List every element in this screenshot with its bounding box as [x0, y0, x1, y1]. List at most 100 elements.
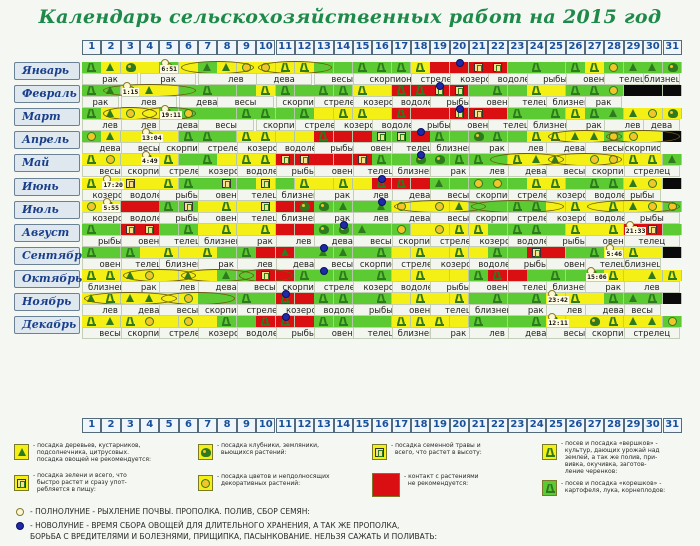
- legend-seed-text: - посадка семенной травы и всего, что ра…: [391, 442, 482, 456]
- day-header-cell: [352, 40, 373, 55]
- day-header-cell: [469, 40, 489, 55]
- day-cell: [469, 293, 489, 304]
- grass-icon: [551, 271, 561, 280]
- day-cell: [352, 316, 373, 328]
- day-number: 1: [88, 419, 96, 430]
- grass-icon: [377, 155, 387, 165]
- day-header-cell: [82, 418, 102, 433]
- day-number: 10: [258, 419, 273, 430]
- grass-icon: [87, 179, 96, 188]
- new-moon-icon: [455, 105, 464, 114]
- grass-icon: [474, 271, 483, 280]
- tree-icon: [628, 317, 638, 327]
- legend-new-moon-text-2: БОРЬБА С ВРЕДИТЕЛЯМИ И БОЛЕЗНЯМИ, ПРИЩИП…: [30, 532, 437, 541]
- day-cell: [623, 269, 644, 281]
- day-number: 13: [316, 41, 331, 52]
- grass-icon: [493, 271, 503, 280]
- day-number: 13: [316, 419, 331, 430]
- zodiac-label: дева: [256, 73, 313, 85]
- day-cell: [159, 131, 180, 143]
- day-cell: [430, 62, 451, 73]
- flower-icon: [87, 132, 96, 142]
- day-header-cell: [662, 40, 682, 55]
- day-number: 11: [278, 419, 293, 430]
- flower-icon: [183, 317, 193, 327]
- grass-icon: [241, 294, 251, 303]
- zodiac-label: лев: [198, 73, 274, 85]
- day-cell: [488, 316, 509, 328]
- grass-icon: [396, 86, 406, 96]
- box-icon: [377, 132, 387, 142]
- day-header-cell: [101, 40, 121, 55]
- box-icon: [493, 63, 503, 72]
- grass-icon: [241, 109, 251, 119]
- flower-icon: [435, 224, 445, 234]
- day-cell: [372, 316, 393, 328]
- page-title: Календарь сельскохозяйственных работ на …: [38, 6, 662, 28]
- grass-icon: [357, 86, 367, 96]
- day-number: 24: [529, 41, 544, 52]
- tree-icon: [18, 448, 27, 458]
- tree-icon: [338, 201, 348, 212]
- grass-icon: [261, 155, 271, 165]
- grass-icon: [87, 225, 96, 234]
- box-icon: [474, 63, 483, 72]
- day-header-cell: [449, 418, 469, 433]
- day-header-cell: [527, 418, 547, 433]
- day-cell: [333, 154, 354, 166]
- day-header-cell: [236, 40, 257, 55]
- grass-icon: [299, 179, 309, 188]
- grass-icon: [203, 155, 213, 165]
- box-icon: [532, 247, 542, 257]
- zodiac-label: близнецы: [643, 73, 680, 85]
- grass-icon: [377, 179, 387, 188]
- day-header-cell: [275, 40, 295, 55]
- grass-icon: [87, 248, 96, 257]
- grass-icon: [415, 294, 425, 303]
- day-cell: [159, 316, 180, 328]
- day-number: 22: [491, 419, 505, 430]
- grass-icon: [203, 248, 213, 257]
- day-header-cell: [488, 418, 508, 433]
- day-header-cell: [430, 418, 450, 433]
- grass-icon: [87, 155, 96, 165]
- day-header-cell: [178, 40, 199, 55]
- grass-icon: [415, 248, 425, 257]
- grass-icon: [241, 132, 251, 142]
- month-label: Декабрь: [14, 316, 80, 335]
- day-header-cell: [546, 40, 566, 55]
- day-cell: [410, 223, 431, 235]
- grass-icon: [125, 248, 135, 257]
- zodiac-label: рак: [82, 73, 139, 85]
- grass-icon: [87, 86, 96, 96]
- grass-icon: [164, 248, 174, 257]
- grass-icon: [338, 271, 348, 280]
- tree-icon: [628, 63, 638, 73]
- full-moon-time: 12:11: [547, 319, 569, 328]
- day-number: 31: [665, 419, 680, 430]
- box-icon: [648, 224, 658, 234]
- grass-icon: [590, 109, 600, 119]
- day-header-cell: [101, 418, 121, 433]
- day-cell: [275, 108, 296, 120]
- full-moon-icon: [16, 508, 24, 516]
- day-number: 14: [336, 41, 351, 52]
- tree-icon: [628, 294, 638, 304]
- grass-icon: [609, 294, 619, 303]
- legend-tree-text: - посадка деревьев, кустарников, подсолн…: [33, 442, 152, 463]
- day-number: 17: [394, 41, 409, 52]
- box-icon: [145, 224, 155, 234]
- grass-icon: [203, 132, 213, 142]
- grass-icon: [377, 271, 387, 280]
- grass-icon: [377, 294, 387, 303]
- day-header-cell: [120, 40, 141, 55]
- grass-icon: [87, 271, 96, 280]
- month-label: Май: [14, 154, 80, 173]
- berry-icon: [125, 63, 136, 72]
- day-cell: [430, 293, 451, 304]
- new-moon-icon: [281, 290, 290, 298]
- grass-icon: [280, 294, 290, 303]
- day-number: 9: [242, 419, 250, 430]
- tree-icon: [667, 155, 677, 165]
- day-cell: [372, 223, 393, 235]
